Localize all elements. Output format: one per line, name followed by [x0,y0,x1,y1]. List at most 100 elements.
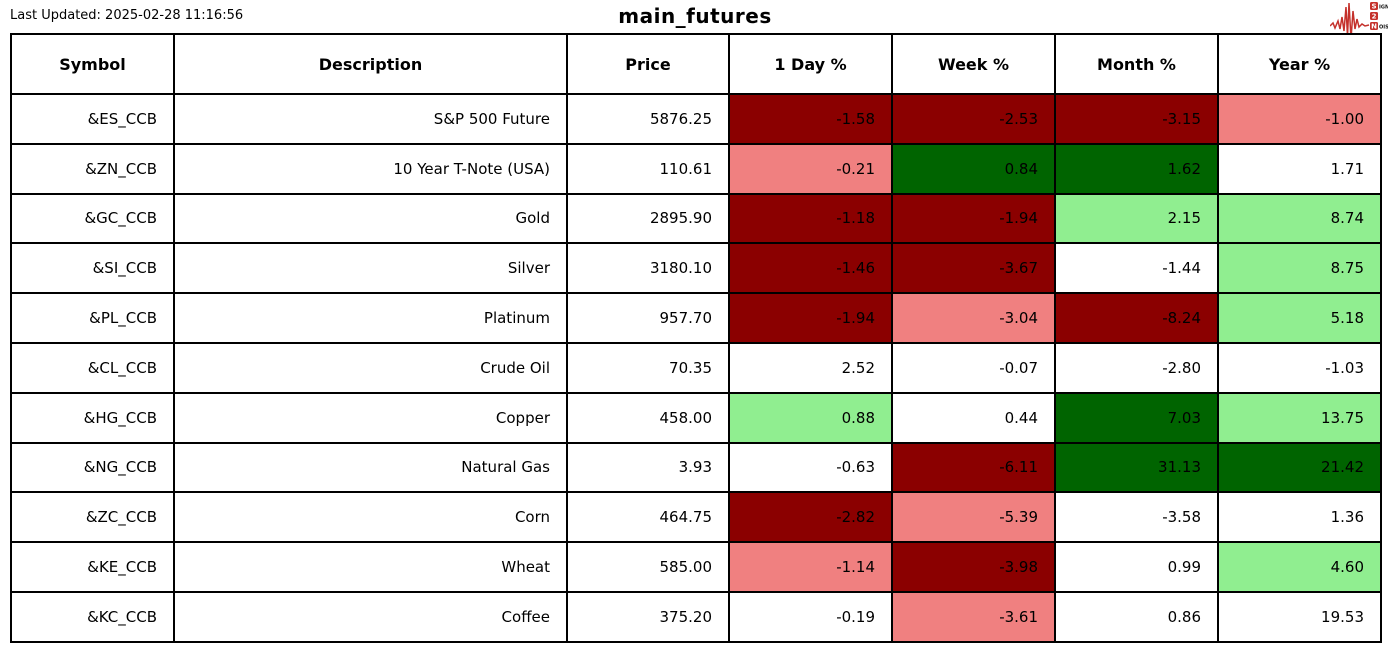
cell-price: 3.93 [566,441,730,494]
cell-year-pct: 4.60 [1217,541,1382,593]
cell-symbol: &SI_CCB [10,242,175,295]
cell-price: 2895.90 [566,192,730,245]
table-row: &ES_CCB S&P 500 Future 5876.25 -1.58 -2.… [10,93,1382,145]
cell-1day-pct: -2.82 [728,491,893,544]
logo-graphic: S IGNAL 2 N OISE [1329,2,1390,40]
cell-week-pct: -6.11 [891,441,1056,494]
cell-1day-pct: -1.18 [728,192,893,245]
logo-noise-text: OISE [1379,25,1388,31]
cell-1day-pct: 2.52 [728,341,893,394]
cell-year-pct: 8.75 [1217,242,1382,295]
column-header-price: Price [566,33,730,95]
logo-2-letter: 2 [1372,13,1377,21]
column-header-year: Year % [1217,33,1382,95]
cell-description: Silver [173,242,568,295]
cell-week-pct: -5.39 [891,491,1056,544]
top-bar: Last Updated: 2025-02-28 11:16:56 main_f… [0,0,1390,40]
cell-symbol: &ES_CCB [10,93,175,145]
cell-price: 464.75 [566,491,730,544]
cell-description: Platinum [173,292,568,344]
cell-month-pct: -1.44 [1054,242,1219,295]
column-header-1day: 1 Day % [728,33,893,95]
cell-symbol: &ZC_CCB [10,491,175,544]
cell-month-pct: 31.13 [1054,441,1219,494]
cell-week-pct: -3.98 [891,541,1056,593]
cell-month-pct: -2.80 [1054,341,1219,394]
cell-week-pct: 0.84 [891,142,1056,195]
cell-description: Wheat [173,541,568,593]
cell-week-pct: -3.67 [891,242,1056,295]
column-header-description: Description [173,33,568,95]
cell-symbol: &NG_CCB [10,441,175,494]
logo-signal-text: IGNAL [1379,5,1388,11]
cell-symbol: &ZN_CCB [10,142,175,195]
cell-week-pct: -3.04 [891,292,1056,344]
page-title: main_futures [618,4,772,28]
logo-n-box [1370,22,1378,30]
cell-description: Coffee [173,590,568,643]
cell-price: 5876.25 [566,93,730,145]
cell-description: Crude Oil [173,341,568,394]
cell-description: S&P 500 Future [173,93,568,145]
cell-month-pct: 0.86 [1054,590,1219,643]
cell-symbol: &HG_CCB [10,391,175,444]
cell-week-pct: -2.53 [891,93,1056,145]
table-row: &GC_CCB Gold 2895.90 -1.18 -1.94 2.15 8.… [10,192,1382,245]
cell-month-pct: 1.62 [1054,142,1219,195]
cell-price: 585.00 [566,541,730,593]
cell-1day-pct: -0.21 [728,142,893,195]
logo-2-box [1370,12,1378,20]
signal2noise-logo: S IGNAL 2 N OISE [1329,0,1390,44]
cell-1day-pct: -1.58 [728,93,893,145]
cell-week-pct: -1.94 [891,192,1056,245]
cell-symbol: &CL_CCB [10,341,175,394]
cell-year-pct: 21.42 [1217,441,1382,494]
cell-symbol: &KC_CCB [10,590,175,643]
cell-1day-pct: -1.14 [728,541,893,593]
waveform-icon [1329,2,1370,40]
logo-s-letter: S [1371,3,1376,11]
cell-1day-pct: -1.94 [728,292,893,344]
table-row: &PL_CCB Platinum 957.70 -1.94 -3.04 -8.2… [10,292,1382,344]
cell-week-pct: -0.07 [891,341,1056,394]
cell-month-pct: -3.15 [1054,93,1219,145]
table-row: &CL_CCB Crude Oil 70.35 2.52 -0.07 -2.80… [10,341,1382,394]
cell-week-pct: 0.44 [891,391,1056,444]
cell-1day-pct: -1.46 [728,242,893,295]
cell-price: 70.35 [566,341,730,394]
cell-description: Gold [173,192,568,245]
cell-price: 3180.10 [566,242,730,295]
cell-symbol: &KE_CCB [10,541,175,593]
header-row: Symbol Description Price 1 Day % Week % … [10,33,1382,95]
cell-symbol: &GC_CCB [10,192,175,245]
column-header-symbol: Symbol [10,33,175,95]
cell-month-pct: -8.24 [1054,292,1219,344]
cell-price: 110.61 [566,142,730,195]
cell-symbol: &PL_CCB [10,292,175,344]
futures-table-header: Symbol Description Price 1 Day % Week % … [10,33,1382,95]
cell-1day-pct: -0.19 [728,590,893,643]
table-row: &ZC_CCB Corn 464.75 -2.82 -5.39 -3.58 1.… [10,491,1382,544]
cell-price: 957.70 [566,292,730,344]
futures-table: Symbol Description Price 1 Day % Week % … [10,33,1382,643]
cell-year-pct: -1.00 [1217,93,1382,145]
cell-month-pct: 2.15 [1054,192,1219,245]
table-row: &KE_CCB Wheat 585.00 -1.14 -3.98 0.99 4.… [10,541,1382,593]
cell-description: Natural Gas [173,441,568,494]
cell-month-pct: 0.99 [1054,541,1219,593]
table-row: &ZN_CCB 10 Year T-Note (USA) 110.61 -0.2… [10,142,1382,195]
cell-year-pct: 19.53 [1217,590,1382,643]
cell-description: Corn [173,491,568,544]
cell-year-pct: 8.74 [1217,192,1382,245]
cell-year-pct: 1.71 [1217,142,1382,195]
logo-s-box [1370,2,1378,10]
cell-year-pct: 13.75 [1217,391,1382,444]
cell-week-pct: -3.61 [891,590,1056,643]
cell-year-pct: 5.18 [1217,292,1382,344]
cell-year-pct: -1.03 [1217,341,1382,394]
cell-1day-pct: 0.88 [728,391,893,444]
last-updated-timestamp: Last Updated: 2025-02-28 11:16:56 [10,8,244,23]
column-header-month: Month % [1054,33,1219,95]
cell-month-pct: -3.58 [1054,491,1219,544]
cell-description: 10 Year T-Note (USA) [173,142,568,195]
